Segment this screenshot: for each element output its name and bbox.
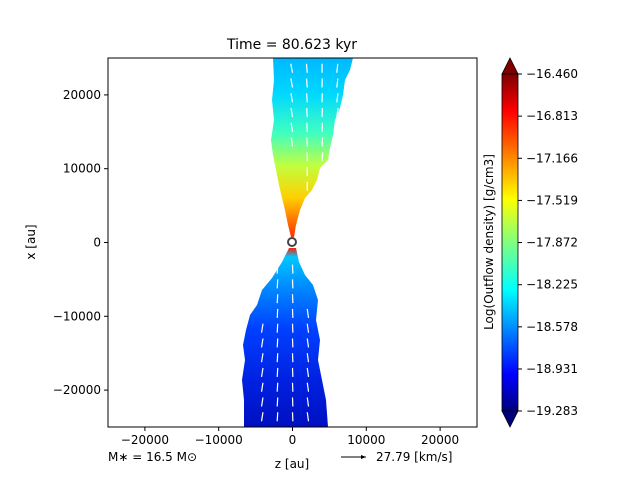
velocity-vector bbox=[276, 323, 279, 333]
velocity-key-label: 27.79 [km/s] bbox=[376, 450, 452, 464]
velocity-vector bbox=[290, 78, 294, 88]
colorbar-tick-label: −18.931 bbox=[526, 362, 578, 376]
velocity-vector bbox=[321, 137, 324, 147]
velocity-vector bbox=[306, 108, 308, 118]
lower-outflow-lobe bbox=[242, 248, 328, 427]
colorbar-tick-label: −17.519 bbox=[526, 193, 578, 207]
velocity-vector bbox=[260, 397, 264, 407]
velocity-vector bbox=[260, 323, 264, 333]
velocity-vector bbox=[290, 107, 294, 118]
velocity-vector bbox=[336, 93, 339, 103]
colorbar-extend-top bbox=[501, 57, 519, 75]
stellar-mass-annotation: M∗ = 16.5 M⊙ bbox=[108, 450, 197, 464]
y-tick-label: −20000 bbox=[53, 383, 101, 397]
velocity-vector bbox=[306, 93, 308, 103]
velocity-vector bbox=[276, 264, 279, 274]
velocity-key-arrowhead bbox=[361, 455, 366, 459]
colorbar-label: Log(Outflow density) [g/cm3] bbox=[482, 154, 496, 330]
velocity-vector bbox=[306, 397, 310, 407]
colorbar-tick-label: −16.813 bbox=[526, 109, 578, 123]
colorbar-tick-label: −18.225 bbox=[526, 278, 578, 292]
velocity-vector bbox=[276, 367, 279, 377]
velocity-vector bbox=[290, 63, 294, 73]
y-tick-label: 0 bbox=[93, 236, 101, 250]
velocity-vector bbox=[321, 152, 324, 162]
x-axis: −20000 −10000 0 10000 20000 bbox=[121, 427, 459, 447]
x-tick-label: −20000 bbox=[121, 433, 169, 447]
x-tick-label: −10000 bbox=[195, 433, 243, 447]
velocity-vector bbox=[276, 397, 279, 407]
x-axis-label: z [au] bbox=[275, 457, 309, 471]
velocity-vector bbox=[276, 279, 279, 289]
velocity-vector bbox=[306, 323, 310, 333]
velocity-vector bbox=[276, 412, 279, 422]
velocity-vectors bbox=[260, 63, 355, 422]
velocity-vector bbox=[260, 367, 264, 378]
x-tick-label: 20000 bbox=[421, 433, 459, 447]
velocity-vector bbox=[290, 122, 294, 132]
colorbar-tick-label: −19.283 bbox=[526, 404, 578, 418]
velocity-vector bbox=[350, 63, 355, 73]
colorbar-body bbox=[501, 73, 519, 412]
y-axis-label: x [au] bbox=[24, 224, 38, 259]
colorbar-tick-label: −16.460 bbox=[526, 67, 578, 81]
velocity-vector bbox=[276, 294, 279, 304]
velocity-vector bbox=[276, 382, 279, 392]
velocity-vector bbox=[305, 63, 308, 73]
velocity-vector bbox=[276, 338, 279, 348]
velocity-vector bbox=[260, 382, 264, 392]
velocity-vector bbox=[336, 78, 339, 88]
velocity-vector bbox=[306, 382, 310, 392]
velocity-vector bbox=[305, 78, 308, 88]
x-tick-label: 0 bbox=[289, 433, 297, 447]
velocity-vector bbox=[260, 353, 264, 363]
protostar-marker bbox=[287, 237, 297, 247]
velocity-vector bbox=[336, 107, 339, 118]
velocity-vector bbox=[336, 63, 339, 73]
velocity-vector bbox=[321, 167, 324, 177]
velocity-vector bbox=[306, 338, 310, 348]
y-tick-label: 10000 bbox=[63, 162, 101, 176]
x-tick-label: 10000 bbox=[347, 433, 385, 447]
velocity-vector bbox=[306, 308, 310, 319]
colorbar-extend-bottom bbox=[501, 410, 519, 428]
velocity-vector bbox=[290, 137, 294, 147]
velocity-vector bbox=[336, 122, 339, 132]
velocity-vector bbox=[260, 338, 264, 348]
y-tick-label: −10000 bbox=[53, 309, 101, 323]
velocity-vector bbox=[306, 412, 310, 422]
velocity-vector bbox=[306, 367, 310, 378]
colorbar-tick-label: −17.872 bbox=[526, 236, 578, 250]
velocity-vector bbox=[276, 353, 279, 363]
velocity-vector bbox=[306, 353, 310, 363]
velocity-vector bbox=[290, 93, 294, 103]
plot-area bbox=[242, 58, 355, 427]
colorbar-tick-label: −18.578 bbox=[526, 320, 578, 334]
y-axis: 20000 10000 0 −10000 −20000 bbox=[53, 88, 108, 397]
velocity-vector bbox=[260, 412, 264, 422]
colorbar-ticks: −16.460 −16.813 −17.166 −17.519 −17.872 −18.2… bbox=[518, 67, 578, 418]
y-tick-label: 20000 bbox=[63, 88, 101, 102]
upper-outflow-lobe bbox=[271, 58, 353, 237]
colorbar-tick-label: −17.166 bbox=[526, 151, 578, 165]
colorbar: −16.460 −16.813 −17.166 −17.519 −17.872 −18.2… bbox=[482, 57, 578, 428]
velocity-vector bbox=[276, 308, 279, 318]
chart-title: Time = 80.623 kyr bbox=[226, 37, 357, 53]
